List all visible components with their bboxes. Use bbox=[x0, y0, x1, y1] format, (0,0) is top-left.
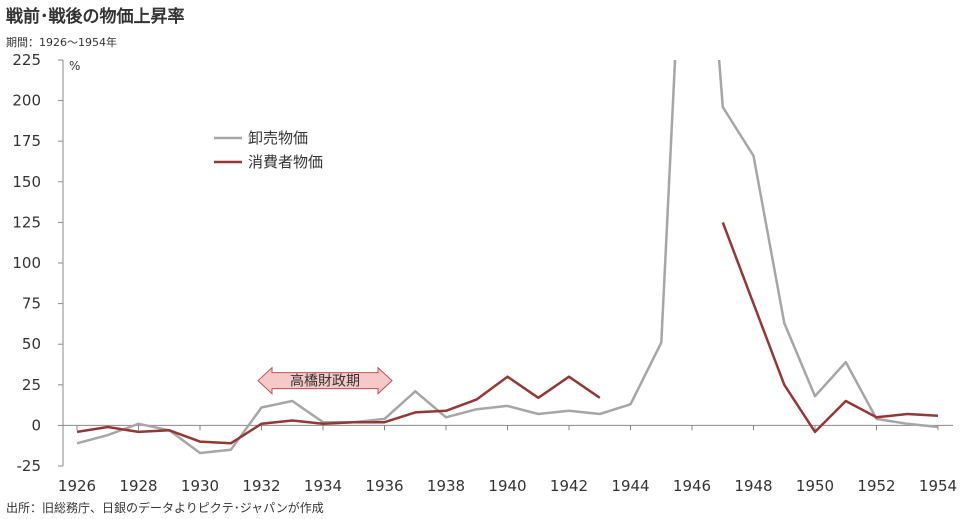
y-tick-label: 25 bbox=[22, 376, 41, 394]
source-note: 出所：旧総務庁、日銀のデータよりピクテ･ジャパンが作成 bbox=[6, 501, 324, 515]
series-layer bbox=[76, 60, 939, 455]
x-tick-label: 1928 bbox=[119, 477, 157, 495]
x-tick-label: 1950 bbox=[796, 477, 834, 495]
x-tick-label: 1936 bbox=[365, 477, 403, 495]
x-tick-label: 1946 bbox=[673, 477, 711, 495]
y-tick-label: 75 bbox=[22, 295, 41, 313]
y-axis-ticks: -25 0 25 50 75 100 125 150 175 200 225 bbox=[12, 51, 63, 475]
annotation-label: 高橋財政期 bbox=[290, 373, 360, 390]
takahashi-period-annotation: 高橋財政期 bbox=[257, 366, 393, 395]
y-tick-label: 150 bbox=[12, 173, 41, 191]
chart-title: 戦前･戦後の物価上昇率 bbox=[6, 7, 185, 27]
y-axis-unit: % bbox=[69, 59, 80, 73]
x-tick-label: 1942 bbox=[550, 477, 588, 495]
double-arrow-shape bbox=[257, 366, 393, 395]
x-tick-label: 1948 bbox=[734, 477, 772, 495]
y-tick-label: 200 bbox=[12, 92, 41, 110]
x-tick-label: 1930 bbox=[181, 477, 219, 495]
x-tick-label: 1934 bbox=[304, 477, 342, 495]
x-tick-label: 1944 bbox=[611, 477, 649, 495]
legend-label: 消費者物価 bbox=[248, 153, 323, 171]
series-line-wholesale bbox=[76, 60, 939, 455]
y-tick-label: 225 bbox=[12, 51, 41, 69]
y-tick-label: 100 bbox=[12, 254, 41, 272]
x-tick-label: 1940 bbox=[488, 477, 526, 495]
x-tick-label: 1952 bbox=[857, 477, 895, 495]
chart-subtitle: 期間：1926～1954年 bbox=[6, 36, 117, 49]
y-tick-label: 125 bbox=[12, 213, 41, 231]
series-line-consumer bbox=[76, 375, 601, 445]
y-tick-label: 0 bbox=[31, 416, 41, 434]
y-tick-label: 175 bbox=[12, 132, 41, 150]
series-line-consumer bbox=[721, 221, 939, 434]
x-tick-label: 1938 bbox=[427, 477, 465, 495]
x-tick-label: 1926 bbox=[58, 477, 96, 495]
x-axis-ticks: 1926 1928 1930 1932 1934 1936 1938 1940 1942 1944… bbox=[58, 425, 957, 495]
x-tick-label: 1954 bbox=[919, 477, 957, 495]
y-tick-label: -25 bbox=[17, 457, 42, 475]
x-tick-label: 1932 bbox=[242, 477, 280, 495]
legend-label: 卸売物価 bbox=[248, 129, 308, 147]
y-tick-label: 50 bbox=[22, 335, 41, 353]
